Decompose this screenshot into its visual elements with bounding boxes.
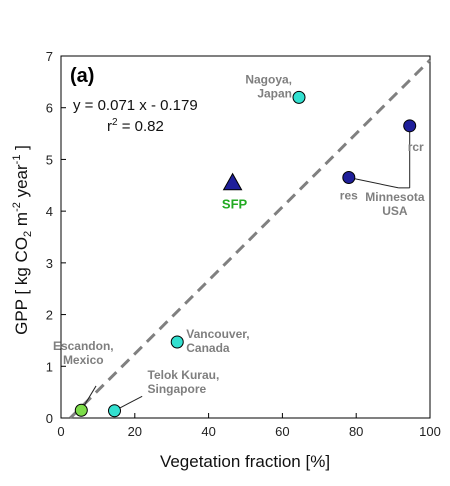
y-label-sup1: -2 (11, 202, 23, 212)
y-tick-label: 2 (46, 308, 53, 323)
y-label-sub: 2 (22, 231, 34, 237)
fit-r-squared: r2 = 0.82 (107, 117, 164, 135)
y-tick-label: 7 (46, 49, 53, 64)
x-axis-label: Vegetation fraction [%] (160, 452, 330, 471)
point-label: Vancouver, (186, 327, 249, 341)
x-tick-label: 20 (128, 424, 142, 439)
x-tick-label: 0 (57, 424, 64, 439)
regression-line (69, 59, 432, 420)
r2-value: = 0.82 (118, 118, 164, 135)
point-label: Mexico (63, 353, 104, 367)
point-label: Singapore (148, 382, 207, 396)
y-label-prefix: GPP [ kg CO (12, 237, 31, 335)
x-tick-label: 80 (349, 424, 363, 439)
r2-prefix: r (107, 118, 112, 135)
x-tick-label: 60 (275, 424, 289, 439)
fit-equation: y = 0.071 x - 0.179 (73, 97, 198, 114)
data-point-triangle (222, 172, 243, 191)
x-tick-label: 40 (201, 424, 215, 439)
group-label: Minnesota (365, 190, 425, 204)
y-tick-label: 3 (46, 256, 53, 271)
y-axis-ticks: 0 1 2 3 4 5 6 7 (46, 49, 66, 426)
y-tick-label: 4 (46, 204, 53, 219)
point-labels: Nagoya,Japan Vancouver,Canada Telok Kurau,… (53, 72, 425, 395)
data-markers (74, 90, 417, 418)
point-label: Japan (257, 86, 292, 100)
data-point (108, 404, 122, 418)
data-point (170, 335, 184, 349)
data-point (74, 403, 88, 417)
annotation-leader-line (348, 177, 399, 189)
data-point (342, 171, 356, 185)
y-label-sup2: -1 (11, 155, 23, 165)
data-point (292, 90, 306, 104)
point-label: rcr (408, 140, 424, 154)
x-tick-label: 100 (419, 424, 441, 439)
point-label: Escandon, (53, 339, 114, 353)
x-axis-ticks: 0 20 40 60 80 100 (57, 413, 441, 439)
y-tick-label: 5 (46, 152, 53, 167)
point-label: Telok Kurau, (148, 368, 220, 382)
y-axis-label: GPP [ kg CO2 m-2 year-1 ] (11, 145, 34, 335)
data-point (403, 119, 417, 133)
y-tick-label: 0 (46, 411, 53, 426)
r2-superscript: 2 (112, 117, 118, 128)
y-label-mid2: year (12, 164, 31, 202)
y-tick-label: 6 (46, 101, 53, 116)
point-label: SFP (222, 197, 248, 212)
y-label-suffix: ] (12, 145, 31, 154)
point-label: Nagoya, (245, 72, 292, 86)
point-label: Canada (186, 341, 230, 355)
y-label-mid: m (12, 212, 31, 231)
y-tick-label: 1 (46, 359, 53, 374)
panel-label: (a) (70, 65, 94, 87)
plot-frame (60, 55, 431, 419)
point-label: res (340, 189, 358, 203)
group-label: USA (382, 204, 408, 218)
